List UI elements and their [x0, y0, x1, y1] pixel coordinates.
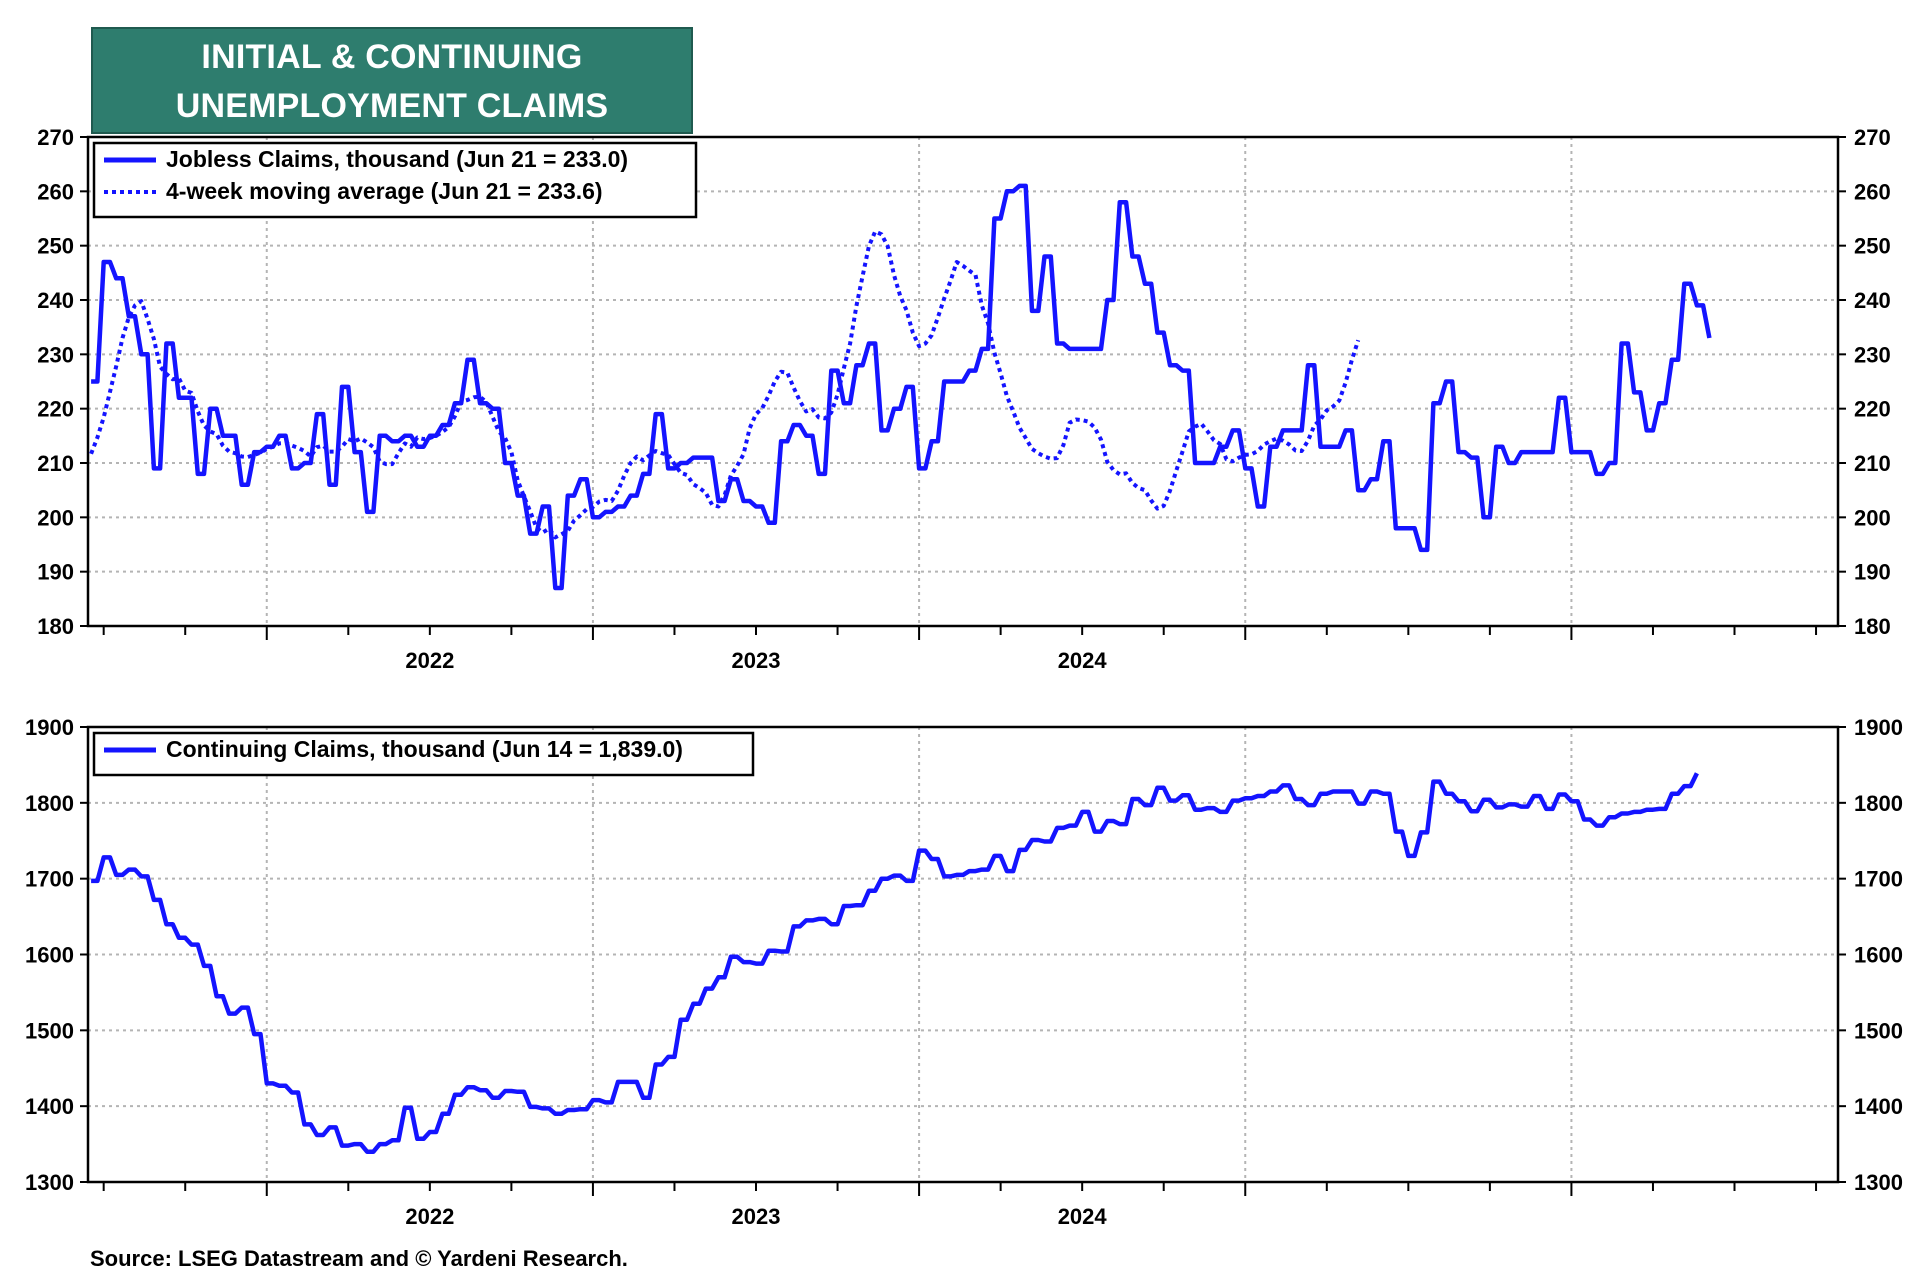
y-tick-label-right: 260: [1854, 179, 1891, 204]
y-tick-label-left: 250: [37, 234, 74, 259]
legend-entry: Continuing Claims, thousand (Jun 14 = 1,…: [166, 736, 683, 762]
legend-entry: 4-week moving average (Jun 21 = 233.6): [166, 178, 603, 204]
x-tick-label-2022: 2022: [405, 1204, 454, 1229]
y-tick-label-right: 200: [1854, 505, 1891, 530]
continuing-claims-line: [91, 772, 1699, 1154]
y-tick-label-right: 1400: [1854, 1094, 1903, 1119]
y-tick-label-left: 1300: [25, 1170, 74, 1195]
x-tick-label-2022: 2022: [405, 648, 454, 673]
y-tick-label-right: 240: [1854, 288, 1891, 313]
moving-average-line: [89, 229, 1361, 540]
y-tick-label-left: 1900: [25, 715, 74, 740]
initial-claims-panel: 180 180 190 190 200 200 210 210 220 220 230 230 240 2…: [37, 125, 1890, 673]
legend-box: [92, 141, 698, 219]
y-tick-label-right: 1500: [1854, 1018, 1903, 1043]
title-line-1: INITIAL & CONTINUING: [201, 38, 583, 76]
y-tick-label-left: 1700: [25, 867, 74, 892]
y-tick-label-right: 1700: [1854, 867, 1903, 892]
x-tick-label-2023: 2023: [732, 1204, 781, 1229]
y-tick-label-left: 1500: [25, 1018, 74, 1043]
source-note: Source: LSEG Datastream and © Yardeni Re…: [90, 1246, 628, 1271]
y-tick-label-right: 1300: [1854, 1170, 1903, 1195]
y-tick-label-right: 1800: [1854, 791, 1903, 816]
y-tick-label-left: 210: [37, 451, 74, 476]
y-tick-label-right: 220: [1854, 397, 1891, 422]
x-tick-label-2024: 2024: [1058, 648, 1108, 673]
title-line-2: UNEMPLOYMENT CLAIMS: [175, 87, 609, 125]
y-tick-label-left: 1600: [25, 943, 74, 968]
y-tick-label-left: 1800: [25, 791, 74, 816]
jobless-claims-line: [91, 183, 1712, 591]
plot-frame: [86, 135, 1840, 628]
x-tick-label-2023: 2023: [732, 648, 781, 673]
y-tick-label-right: 190: [1854, 560, 1891, 585]
y-tick-label-left: 200: [37, 505, 74, 530]
y-tick-label-right: 1600: [1854, 943, 1903, 968]
legend-entry: Jobless Claims, thousand (Jun 21 = 233.0…: [166, 146, 628, 172]
legend-box: [92, 731, 755, 777]
chart-title-box: INITIAL & CONTINUING UNEMPLOYMENT CLAIMS: [91, 27, 693, 134]
continuing-claims-panel: 1300 1300 1400 1400 1500 1500 1600 1600 1700 1700…: [25, 715, 1903, 1229]
y-tick-label-right: 230: [1854, 342, 1891, 367]
y-tick-label-right: 1900: [1854, 715, 1903, 740]
y-tick-label-right: 180: [1854, 614, 1891, 639]
y-tick-label-left: 190: [37, 560, 74, 585]
y-tick-label-left: 1400: [25, 1094, 74, 1119]
y-tick-label-right: 250: [1854, 234, 1891, 259]
y-tick-label-left: 260: [37, 179, 74, 204]
y-tick-label-left: 230: [37, 342, 74, 367]
y-tick-label-right: 270: [1854, 125, 1891, 150]
y-tick-label-left: 180: [37, 614, 74, 639]
y-tick-label-right: 210: [1854, 451, 1891, 476]
y-tick-label-left: 270: [37, 125, 74, 150]
y-tick-label-left: 240: [37, 288, 74, 313]
x-tick-label-2024: 2024: [1058, 1204, 1108, 1229]
y-tick-label-left: 220: [37, 397, 74, 422]
